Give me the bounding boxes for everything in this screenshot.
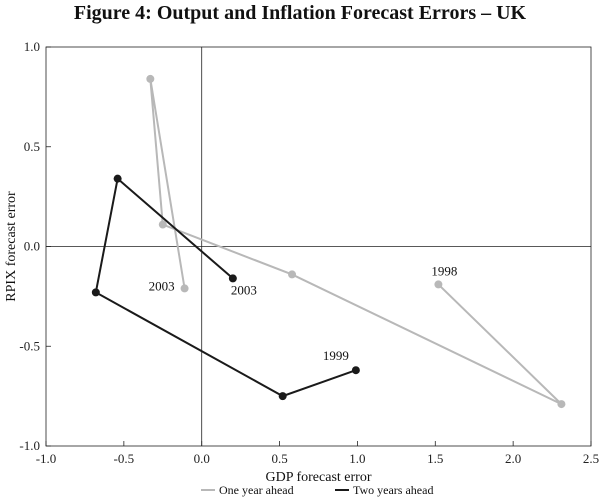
series-2-point [278, 392, 287, 401]
y-tick-label: -1.0 [19, 438, 40, 453]
x-tick-label: 0.5 [271, 451, 287, 466]
legend: One year ahead Two years ahead [201, 483, 433, 497]
legend-label-1: One year ahead [219, 483, 294, 497]
series-2-point [91, 288, 100, 297]
annotation-2003: 2003 [231, 282, 257, 297]
series-1-point [557, 400, 566, 409]
annotation-1998: 1998 [431, 263, 457, 278]
x-tick-label: 0.0 [194, 451, 210, 466]
series-2-point [351, 366, 360, 375]
series-1-point [146, 74, 155, 83]
axes: -1.0 -0.5 0.0 0.5 1.0 1.5 2.0 2.5 -1.0 -0.5 0.0 0.5… [4, 39, 599, 485]
y-tick-label: -0.5 [19, 338, 40, 353]
x-tick-label: -0.5 [114, 451, 135, 466]
chart-title: Figure 4: Output and Inflation Forecast … [73, 2, 527, 24]
series-1-point [434, 280, 443, 289]
series-1-point [158, 220, 167, 229]
x-tick-label: 2.5 [583, 451, 599, 466]
annotation-2003: 2003 [149, 278, 175, 293]
series-1-point [180, 284, 189, 293]
series-2-point [228, 274, 237, 283]
y-tick-label: 0.0 [24, 239, 40, 254]
series-line-1 [149, 78, 563, 406]
y-tick-label: 1.0 [24, 39, 40, 54]
x-tick-label: 2.0 [505, 451, 521, 466]
x-tick-label: 1.5 [427, 451, 443, 466]
y-axis-label: RPIX forecast error [4, 191, 19, 302]
legend-label-2: Two years ahead [353, 483, 433, 497]
annotations: 1998 2003 1999 2003 [149, 263, 458, 363]
annotation-1999: 1999 [323, 348, 349, 363]
y-tick-label: 0.5 [24, 139, 40, 154]
series-2-point [113, 174, 122, 183]
x-tick-label: 1.0 [349, 451, 365, 466]
series-1-point [288, 270, 297, 279]
series-layer [91, 74, 566, 409]
x-axis-label: GDP forecast error [266, 470, 372, 485]
x-tick-label: -1.0 [36, 451, 57, 466]
